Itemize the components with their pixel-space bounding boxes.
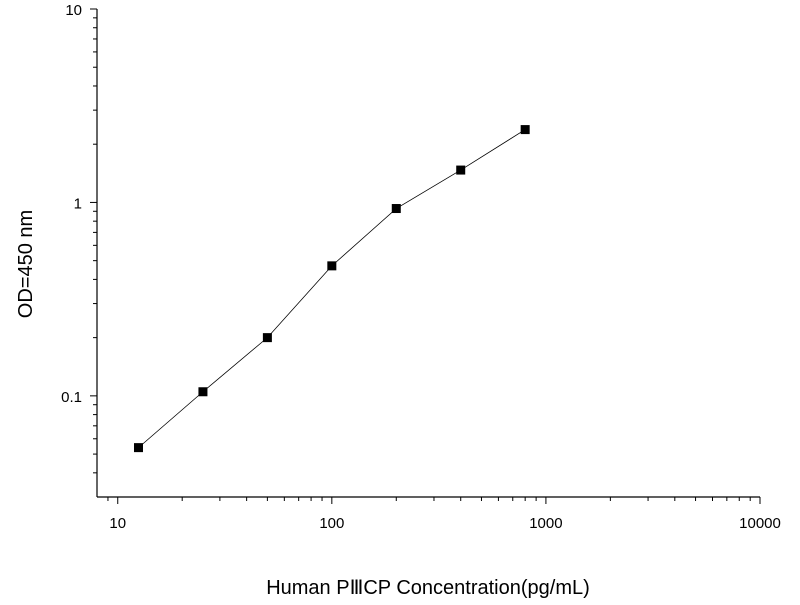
data-point — [327, 261, 337, 271]
data-point — [198, 387, 208, 397]
y-tick-label: 10 — [65, 2, 82, 19]
x-axis-label: Human PⅢCP Concentration(pg/mL) — [266, 577, 590, 599]
x-tick-label: 100 — [319, 515, 344, 532]
axes: 10 100 1000 10000 0.1 1 10 — [61, 2, 781, 532]
data-point — [262, 333, 272, 343]
data-point — [133, 443, 143, 453]
y-tick-label: 0.1 — [61, 389, 82, 406]
x-tick-label: 10 — [109, 515, 126, 532]
x-tick-label: 10000 — [739, 515, 781, 532]
marker-layer — [133, 125, 530, 453]
data-point — [391, 204, 401, 214]
data-point — [456, 165, 466, 175]
data-point — [520, 125, 530, 135]
y-tick-label: 1 — [74, 195, 82, 212]
x-tick-label: 1000 — [529, 515, 562, 532]
series-line — [138, 129, 526, 448]
y-axis-label: OD=450 nm — [15, 210, 37, 318]
series-line-layer — [138, 129, 526, 448]
